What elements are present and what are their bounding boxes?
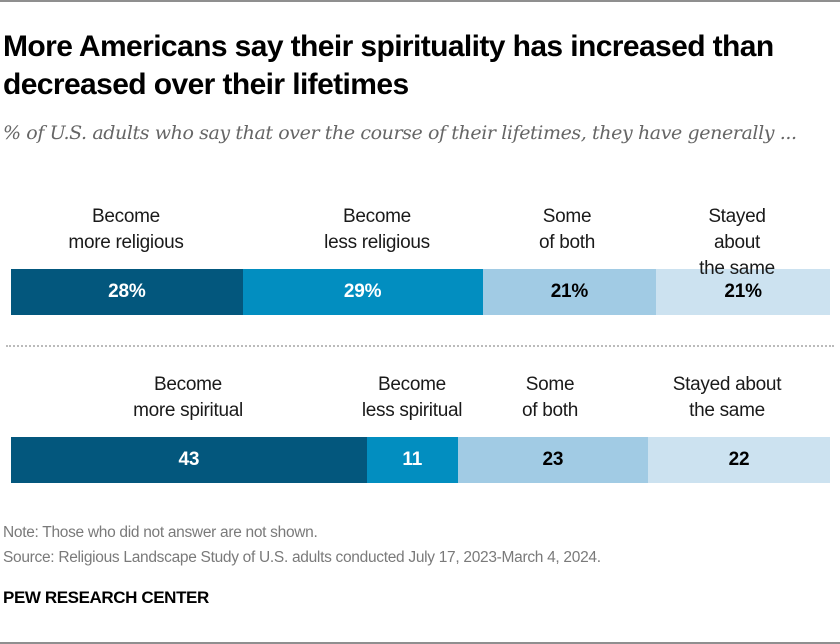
data-label: 21% — [550, 281, 589, 302]
data-label: 43 — [178, 449, 200, 470]
bar-segment-religious-4 — [656, 269, 830, 315]
category-label: Some of both — [521, 374, 579, 421]
category-label: Become less religious — [324, 206, 430, 253]
category-label: Become less spiritual — [361, 374, 463, 421]
category-label: Become more religious — [68, 206, 184, 253]
data-label: 21% — [724, 281, 762, 302]
chart-source: Source: Religious Landscape Study of U.S… — [3, 549, 601, 566]
category-label: Some of both — [538, 206, 596, 253]
section-divider — [6, 345, 834, 347]
data-label: 11 — [402, 449, 423, 470]
category-label: Stayed about the same — [672, 374, 782, 421]
data-label: 22 — [728, 449, 750, 470]
bar-segment-spiritual-1 — [11, 437, 367, 483]
bottom-rule — [0, 642, 840, 644]
category-label: Become more spiritual — [133, 374, 243, 421]
bar-segment-spiritual-3 — [457, 437, 648, 483]
category-label: Stayed about the same — [699, 206, 775, 279]
bar-segment-religious-1 — [11, 269, 243, 315]
bar-segment-religious-2 — [242, 269, 483, 315]
chart-note: Note: Those who did not answer are not s… — [3, 524, 318, 541]
data-label: 29% — [343, 281, 382, 302]
chart-subtitle: % of U.S. adults who say that over the c… — [3, 122, 797, 144]
bar-segment-spiritual-2 — [366, 437, 458, 483]
chart-title: More Americans say their spirituality ha… — [3, 30, 774, 101]
data-label: 28% — [108, 281, 146, 302]
brand-logo-text: PEW RESEARCH CENTER — [3, 588, 209, 607]
bar-segment-spiritual-4 — [648, 437, 830, 483]
data-label: 23 — [542, 449, 564, 470]
top-rule — [0, 0, 840, 2]
bar-segment-religious-3 — [482, 269, 657, 315]
